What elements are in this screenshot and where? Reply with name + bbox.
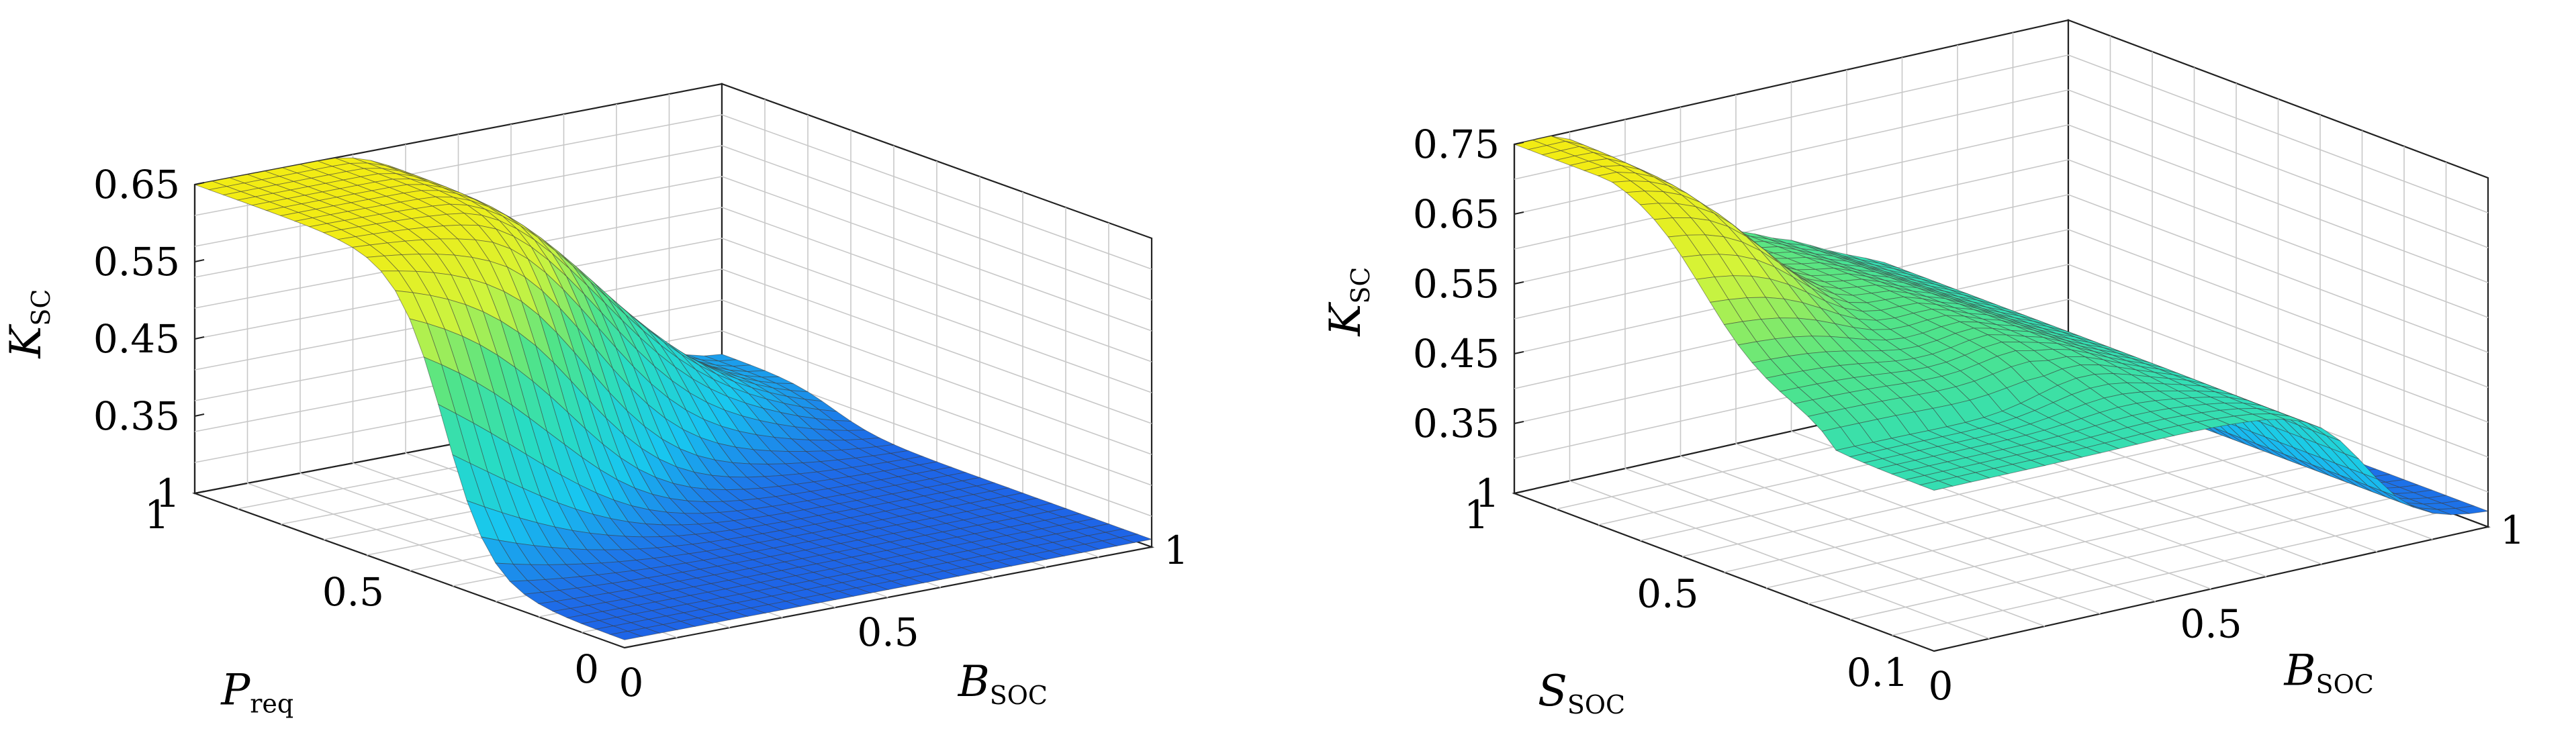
z-tick — [194, 491, 205, 494]
z-tick-label: 0.45 — [1413, 331, 1500, 377]
grid-line — [2068, 124, 2489, 283]
x-tick-label: 0.5 — [2180, 601, 2242, 647]
grid-line — [2068, 159, 2489, 318]
z-tick-label: 0.55 — [93, 239, 180, 285]
z-tick-label: 0.65 — [1413, 191, 1500, 237]
z-tick — [1514, 142, 1524, 145]
z-tick — [194, 182, 205, 185]
surface-chart-left: 1 0.35 0.45 0.55 0.65 0 0.5 1 0 0.5 1 KSC BSOC Preq — [1, 83, 1189, 719]
y-axis-label: SSOC — [1538, 666, 1625, 720]
grid-line — [2068, 194, 2489, 353]
z-tick-label: 0.35 — [1413, 401, 1500, 446]
grid-lines — [1514, 32, 2489, 640]
z-tick-label: 0.55 — [1413, 261, 1500, 307]
x-tick-label: 1 — [1164, 528, 1189, 573]
surface — [1513, 136, 2489, 515]
z-tick — [1514, 491, 1524, 494]
grid-line — [721, 114, 1152, 270]
x-tick-label: 1 — [2500, 507, 2525, 553]
x-axis-label: BSOC — [958, 657, 1048, 710]
z-tick-label: 0.75 — [1413, 121, 1500, 167]
x-tick-label: 0.5 — [857, 609, 919, 655]
grid-line — [1514, 124, 2069, 250]
surface — [193, 157, 1153, 640]
x-tick-label: 0 — [1929, 663, 1953, 709]
z-tick — [1514, 281, 1524, 285]
grid-line — [1682, 432, 2237, 557]
z-tick — [1514, 351, 1524, 354]
y-tick-label: 0.1 — [1847, 650, 1908, 695]
y-tick-label: 0.5 — [1637, 571, 1698, 617]
tick-labels: 1 0.35 0.45 0.55 0.65 0 0.5 1 0 0.5 1 — [93, 162, 1189, 705]
grid-line — [2068, 89, 2489, 248]
grid-line — [721, 176, 1152, 332]
y-tick-label: 0 — [574, 646, 599, 692]
z-tick-label: 0.35 — [93, 393, 180, 439]
y-tick-label: 0.5 — [322, 569, 384, 615]
z-axis-label: KSC — [1321, 267, 1375, 337]
grid-line — [721, 238, 1152, 393]
surface-patch — [1919, 480, 1954, 491]
grid-line — [1514, 159, 2069, 285]
grid-line — [721, 145, 1152, 301]
y-axis-label: Preq — [220, 665, 293, 718]
y-tick-label: 1 — [144, 492, 169, 538]
grid-line — [1514, 89, 2069, 215]
surface-patch — [609, 631, 643, 640]
axis-labels: KSC BSOC Preq — [1, 289, 1048, 719]
grid-line — [2068, 54, 2489, 213]
z-tick — [194, 259, 205, 262]
surface-chart-right: 1 0.35 0.45 0.55 0.65 0.75 0 0.5 1 0.1 0.5 1 KSC BSOC… — [1321, 19, 2525, 720]
grid-line — [721, 207, 1152, 362]
z-tick-label: 0.45 — [93, 316, 180, 362]
y-tick-label: 1 — [1464, 492, 1489, 538]
tick-labels: 1 0.35 0.45 0.55 0.65 0.75 0 0.5 1 0.1 0.5 1 — [1413, 121, 2525, 709]
z-tick-label: 1 — [155, 471, 180, 516]
z-tick — [194, 413, 205, 417]
x-tick-label: 0 — [619, 660, 644, 705]
z-tick-label: 1 — [1475, 471, 1500, 516]
z-tick-label: 0.65 — [93, 162, 180, 207]
x-axis-label: BSOC — [2284, 646, 2374, 699]
z-tick — [1514, 421, 1524, 424]
grid-line — [1724, 447, 2279, 573]
z-tick — [1514, 211, 1524, 215]
axis-labels: KSC BSOC SSOC — [1321, 267, 2374, 720]
z-tick — [194, 336, 205, 340]
z-axis-label: KSC — [1, 289, 56, 359]
